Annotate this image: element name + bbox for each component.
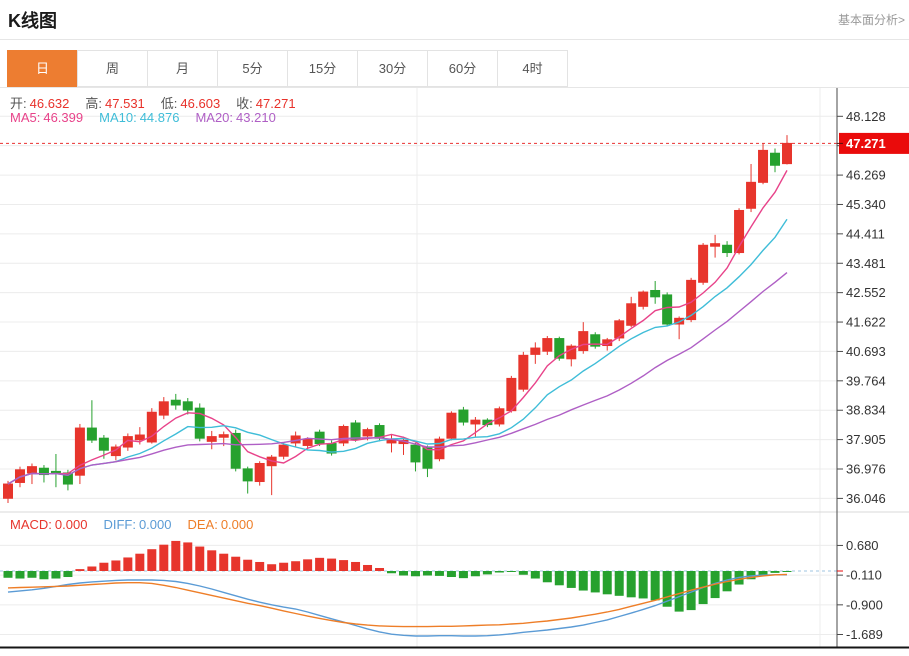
svg-text:41.622: 41.622	[846, 315, 886, 330]
macd-layer	[3, 540, 792, 637]
gridlines	[0, 88, 909, 647]
svg-text:36.976: 36.976	[846, 461, 886, 476]
svg-text:43.481: 43.481	[846, 256, 886, 271]
interval-tabs: 日 周 月 5分 15分 30分 60分 4时	[7, 50, 568, 87]
svg-text:37.905: 37.905	[846, 432, 886, 447]
ma20-line	[7, 272, 788, 485]
diff-line	[7, 574, 787, 637]
svg-text:40.693: 40.693	[846, 344, 886, 359]
chart-area: 48.12847.19946.26945.34044.41143.48142.5…	[0, 88, 909, 651]
tab-15min[interactable]: 15分	[287, 50, 358, 87]
tab-30min[interactable]: 30分	[357, 50, 428, 87]
dea-line	[7, 573, 788, 628]
tab-5min[interactable]: 5分	[217, 50, 288, 87]
svg-text:42.552: 42.552	[846, 285, 886, 300]
svg-text:-0.900: -0.900	[846, 597, 883, 612]
axis-tick-labels: 48.12847.19946.26945.34044.41143.48142.5…	[837, 109, 886, 642]
svg-text:36.046: 36.046	[846, 491, 886, 506]
svg-text:45.340: 45.340	[846, 197, 886, 212]
tab-week[interactable]: 周	[77, 50, 148, 87]
tab-day[interactable]: 日	[7, 50, 78, 87]
svg-text:46.269: 46.269	[846, 168, 886, 183]
tab-60min[interactable]: 60分	[427, 50, 498, 87]
kline-chart-canvas[interactable]: 48.12847.19946.26945.34044.41143.48142.5…	[0, 88, 909, 651]
svg-text:-0.110: -0.110	[846, 568, 882, 583]
svg-text:0.680: 0.680	[846, 538, 879, 553]
candles-layer	[3, 135, 792, 504]
svg-text:39.764: 39.764	[846, 373, 886, 388]
svg-text:38.834: 38.834	[846, 403, 886, 418]
page-title: K线图	[8, 11, 57, 31]
tab-4hour[interactable]: 4时	[497, 50, 568, 87]
current-price-tag: 47.271	[837, 132, 909, 154]
ma10-line	[7, 218, 788, 485]
svg-text:48.128: 48.128	[846, 109, 886, 124]
svg-text:47.271: 47.271	[846, 136, 886, 151]
svg-text:-1.689: -1.689	[846, 627, 883, 642]
fundamental-analysis-link[interactable]: 基本面分析>	[837, 13, 905, 27]
tabbar-divider	[0, 87, 909, 88]
header-divider	[0, 39, 909, 40]
tab-month[interactable]: 月	[147, 50, 218, 87]
ma5-line	[7, 170, 788, 485]
svg-text:44.411: 44.411	[846, 226, 885, 241]
